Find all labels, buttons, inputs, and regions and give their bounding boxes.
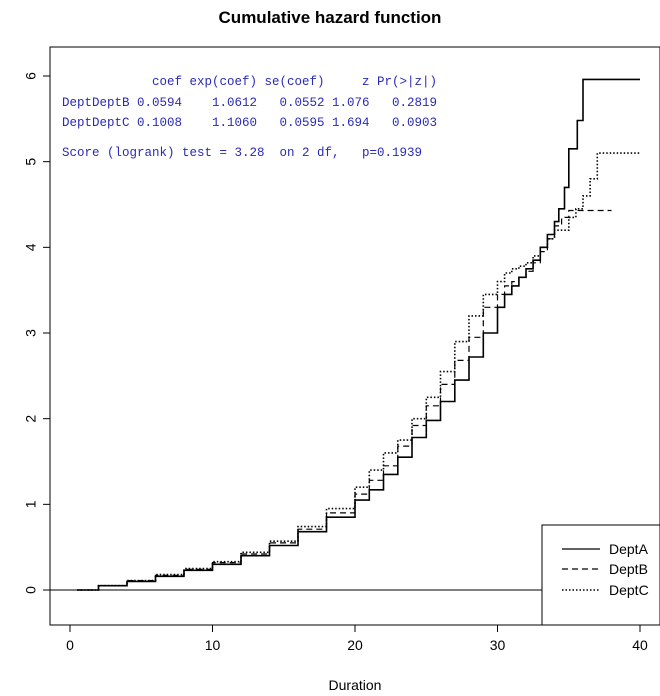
series-layer — [77, 78, 640, 591]
stats-score-line: Score (logrank) test = 3.28 on 2 df, p=0… — [62, 146, 422, 160]
x-tick-label: 0 — [66, 637, 74, 653]
x-axis: 0 10 20 30 40 — [66, 624, 648, 653]
y-tick-label: 4 — [23, 243, 39, 251]
chart-title: Cumulative hazard function — [219, 8, 442, 27]
legend-label-deptc: DeptC — [609, 582, 649, 598]
legend: DeptA DeptB DeptC — [541, 524, 660, 626]
x-tick-label: 40 — [632, 637, 648, 653]
y-tick-label: 0 — [23, 586, 39, 594]
series-line-deptb — [77, 209, 612, 591]
y-tick-label: 6 — [23, 72, 39, 80]
legend-label-deptb: DeptB — [609, 561, 648, 577]
stats-table: coef exp(coef) se(coef) z Pr(>|z|) DeptD… — [62, 75, 437, 160]
y-tick-label: 1 — [23, 500, 39, 508]
x-tick-label: 10 — [205, 637, 221, 653]
y-tick-label: 2 — [23, 415, 39, 423]
x-tick-label: 30 — [490, 637, 506, 653]
stats-row-deptc: DeptDeptC 0.1008 1.1060 0.0595 1.694 0.0… — [62, 116, 437, 130]
x-tick-label: 20 — [347, 637, 363, 653]
legend-label-depta: DeptA — [609, 541, 649, 557]
legend-box — [541, 524, 660, 626]
stats-row-deptb: DeptDeptB 0.0594 1.0612 0.0552 1.076 0.2… — [62, 96, 437, 110]
y-axis: 0 1 2 3 4 5 6 — [23, 72, 51, 594]
x-axis-label: Duration — [329, 677, 382, 693]
y-tick-label: 3 — [23, 329, 39, 337]
y-tick-label: 5 — [23, 158, 39, 166]
stats-header: coef exp(coef) se(coef) z Pr(>|z|) — [62, 75, 437, 89]
series-line-deptc — [77, 152, 640, 591]
